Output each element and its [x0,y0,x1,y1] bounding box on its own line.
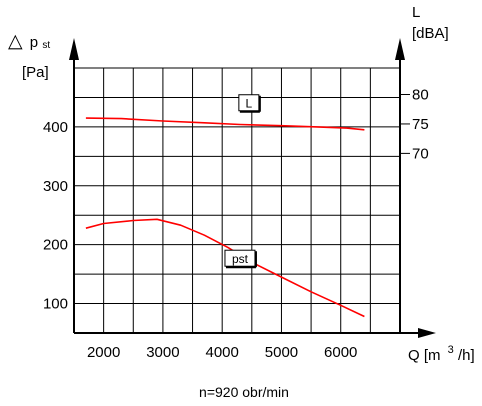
y-left-tick-label: 100 [43,296,68,313]
series-line-pst [85,218,365,318]
right-axis-arrow [395,38,405,60]
x-tick-label: 4000 [205,344,238,361]
y-left-tick-label: 400 [43,119,68,136]
x-axis-title: Q [m 3 /h] [408,340,475,364]
right-axis-unit: [dBA] [412,25,449,42]
x-tick-label: 5000 [265,344,298,361]
footer-note: n=920 obr/min [199,384,289,400]
left-axis-arrow [69,38,79,60]
y-right-tick-label: 80 [412,87,429,104]
y-right-tick-label: 70 [412,145,429,162]
x-axis-label: Q [m [408,347,441,364]
left-axis-label-sub: st [42,40,50,51]
x-axis-arrow [418,328,436,338]
x-tick-label: 3000 [146,344,179,361]
x-axis-label-end: /h] [458,347,475,364]
series-label-text: L [246,97,253,111]
delta-symbol: △ [8,31,23,52]
right-axis-label: L [412,4,420,21]
left-axis-title: △ p st [8,31,50,52]
y-left-tick-label: 200 [43,237,68,254]
left-axis-unit: [Pa] [22,64,49,81]
series-line-l [85,117,365,131]
tick-labels: 2000 3000 4000 5000 6000 100 200 300 400 70 75 80 [43,87,429,362]
axes [69,38,436,338]
y-left-tick-label: 300 [43,178,68,195]
series-label-pst: pst [224,249,257,269]
x-tick-label: 2000 [87,344,120,361]
x-axis-label-sup: 3 [448,344,454,356]
left-axis-label: p [30,34,38,51]
series-label-l: L [238,94,261,113]
x-tick-label: 6000 [324,344,357,361]
grid [73,67,400,334]
y-right-tick-label: 75 [412,116,429,133]
series-label-text: pst [232,252,249,266]
